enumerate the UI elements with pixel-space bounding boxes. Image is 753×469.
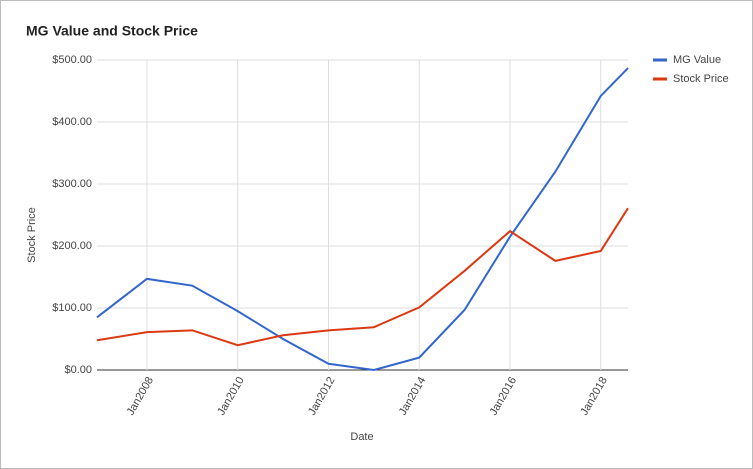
y-tick-label: $500.00 <box>52 54 92 66</box>
y-tick-label: $0.00 <box>64 364 92 376</box>
line <box>96 207 629 347</box>
y-tick-label: $400.00 <box>52 116 92 128</box>
line <box>96 67 629 372</box>
x-axis-title: Date <box>350 431 373 443</box>
legend-label: MG Value <box>673 54 721 66</box>
y-tick-label: $200.00 <box>52 240 92 252</box>
legend-label: Stock Price <box>673 73 729 85</box>
chart-title: MG Value and Stock Price <box>26 23 198 39</box>
y-tick-label: $300.00 <box>52 178 92 190</box>
y-axis-title: Stock Price <box>26 207 38 263</box>
y-tick-label: $100.00 <box>52 302 92 314</box>
